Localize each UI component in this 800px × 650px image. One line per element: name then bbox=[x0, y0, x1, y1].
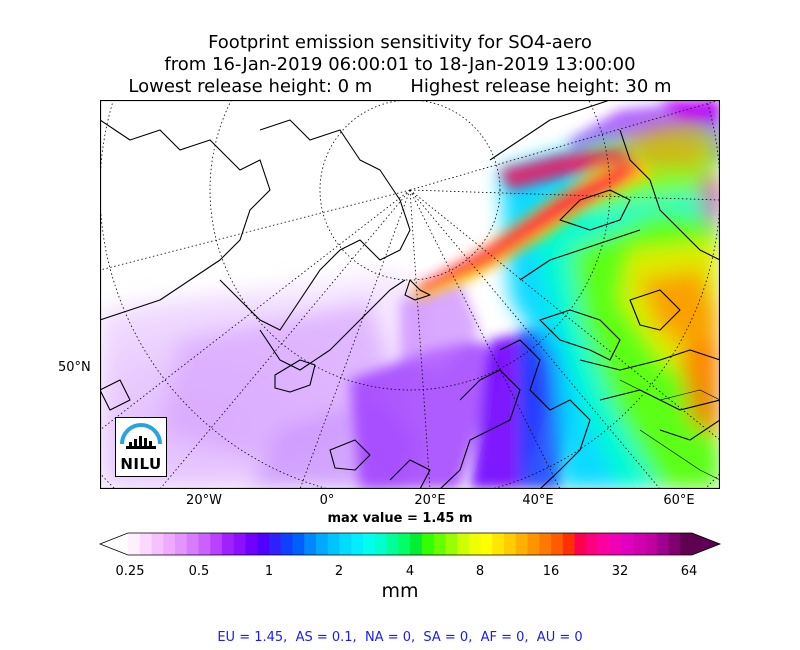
colorbar-tick-64: 64 bbox=[680, 564, 698, 579]
colorbar-cell bbox=[257, 533, 270, 555]
colorbar-tick-32: 32 bbox=[611, 564, 629, 579]
colorbar-cell bbox=[386, 533, 399, 555]
colorbar-cell bbox=[151, 533, 164, 555]
colorbar-cell bbox=[551, 533, 564, 555]
nilu-arc-icon bbox=[120, 423, 162, 449]
colorbar-cell bbox=[198, 533, 211, 555]
country-borders bbox=[619, 379, 720, 481]
colorbar-tick-0.5: 0.5 bbox=[188, 564, 210, 579]
colorbar-cell bbox=[280, 533, 293, 555]
colorbar-tick-8: 8 bbox=[475, 564, 485, 579]
release-heights: Lowest release height: 0 m Highest releas… bbox=[0, 76, 800, 98]
colorbar-cell bbox=[245, 533, 258, 555]
colorbar-cell bbox=[421, 533, 434, 555]
lon-label-40e: 40°E bbox=[522, 493, 554, 508]
colorbar-cell bbox=[515, 533, 528, 555]
colorbar-cell bbox=[574, 533, 587, 555]
colorbar-cell bbox=[222, 533, 235, 555]
colorbar-cell bbox=[468, 533, 481, 555]
time-range: from 16-Jan-2019 06:00:01 to 18-Jan-2019… bbox=[164, 54, 636, 75]
colorbar-cell bbox=[562, 533, 575, 555]
colorbar-tick-4: 4 bbox=[405, 564, 415, 579]
colorbar-cell bbox=[680, 533, 693, 555]
colorbar-cell bbox=[586, 533, 599, 555]
sensitivity-field-west bbox=[100, 270, 430, 489]
regional-totals: EU = 1.45, AS = 0.1, NA = 0, SA = 0, AF … bbox=[217, 630, 583, 645]
colorbar-cell bbox=[539, 533, 552, 555]
max-value: max value = 1.45 m bbox=[327, 511, 473, 526]
colorbar-cell bbox=[445, 533, 458, 555]
colorbar-cell bbox=[175, 533, 188, 555]
nilu-logo: NILU bbox=[115, 417, 167, 477]
colorbar-tick-2: 2 bbox=[334, 564, 344, 579]
colorbar-cell bbox=[480, 533, 493, 555]
colorbar-cell bbox=[656, 533, 669, 555]
colorbar-cell bbox=[433, 533, 446, 555]
graticule bbox=[100, 100, 720, 489]
colorbar-cell bbox=[410, 533, 423, 555]
lon-label-20w: 20°W bbox=[186, 493, 222, 508]
coastlines bbox=[100, 100, 720, 489]
colorbar-cell bbox=[633, 533, 646, 555]
colorbar-cell bbox=[398, 533, 411, 555]
colorbar-cell bbox=[621, 533, 634, 555]
lowest-release-height: Lowest release height: 0 m bbox=[128, 76, 373, 97]
lat-label-50n: 50°N bbox=[58, 360, 91, 375]
colorbar-cell bbox=[163, 533, 176, 555]
colorbar-cell bbox=[339, 533, 352, 555]
colorbar-cell bbox=[374, 533, 387, 555]
colorbar-cell bbox=[504, 533, 517, 555]
lon-label-60e: 60°E bbox=[663, 493, 695, 508]
colorbar-cell bbox=[269, 533, 282, 555]
colorbar-cell bbox=[645, 533, 658, 555]
colorbar bbox=[98, 532, 722, 556]
colorbar-cell bbox=[128, 533, 141, 555]
colorbar-cell bbox=[139, 533, 152, 555]
colorbar-tick-1: 1 bbox=[264, 564, 274, 579]
chart-title: Footprint emission sensitivity for SO4-a… bbox=[208, 32, 592, 53]
colorbar-extend-high bbox=[692, 533, 720, 555]
colorbar-cell bbox=[327, 533, 340, 555]
colorbar-unit: mm bbox=[381, 580, 419, 602]
colorbar-cell bbox=[316, 533, 329, 555]
colorbar-cell bbox=[292, 533, 305, 555]
colorbar-tick-16: 16 bbox=[542, 564, 560, 579]
colorbar-cell bbox=[363, 533, 376, 555]
colorbar-cell bbox=[598, 533, 611, 555]
colorbar-cell bbox=[492, 533, 505, 555]
colorbar-cell bbox=[527, 533, 540, 555]
nilu-logo-text: NILU bbox=[120, 455, 162, 473]
lon-label-0: 0° bbox=[319, 493, 335, 508]
colorbar-cell bbox=[668, 533, 681, 555]
colorbar-cell bbox=[609, 533, 622, 555]
colorbar-cell bbox=[233, 533, 246, 555]
footprint-map bbox=[100, 100, 720, 489]
colorbar-cell bbox=[304, 533, 317, 555]
colorbar-cell bbox=[351, 533, 364, 555]
colorbar-cell bbox=[186, 533, 199, 555]
colorbar-tick-0.25: 0.25 bbox=[115, 564, 145, 579]
colorbar-extend-low bbox=[100, 533, 128, 555]
lon-label-20e: 20°E bbox=[414, 493, 446, 508]
highest-release-height: Highest release height: 30 m bbox=[410, 76, 672, 97]
colorbar-cell bbox=[210, 533, 223, 555]
colorbar-outline bbox=[98, 532, 722, 556]
colorbar-cells bbox=[100, 533, 720, 555]
colorbar-cell bbox=[457, 533, 470, 555]
